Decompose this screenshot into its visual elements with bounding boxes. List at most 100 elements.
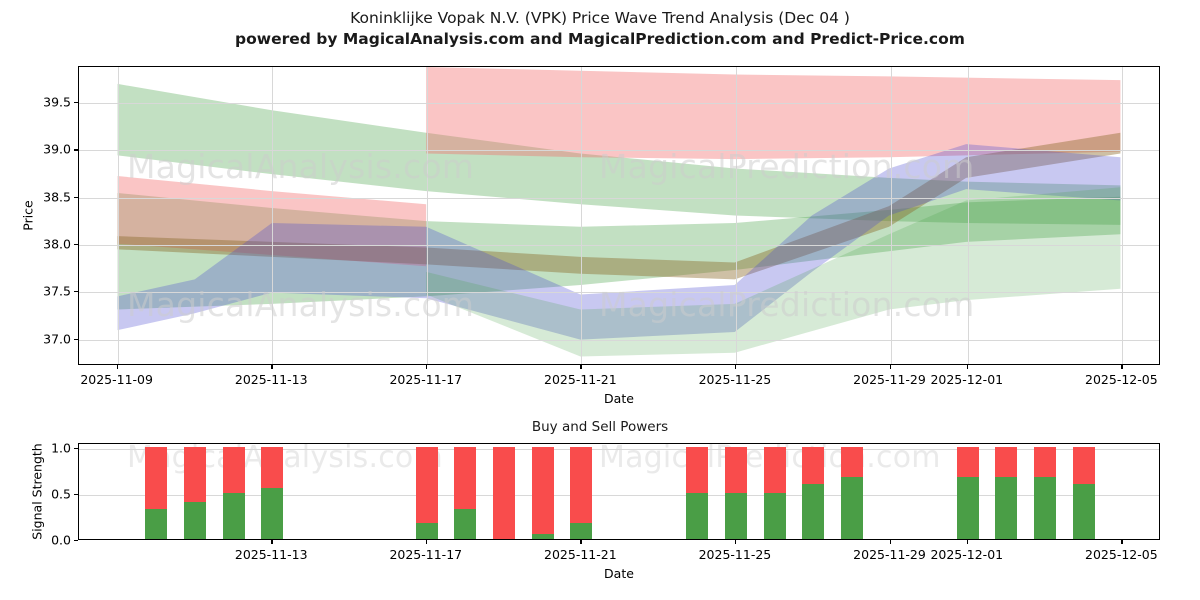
sell-power-segment bbox=[1034, 446, 1057, 478]
powers-x-tick-mark bbox=[1121, 540, 1123, 544]
price-y-tick-mark bbox=[74, 101, 78, 104]
price-y-tick-label: 37.5 bbox=[43, 283, 71, 299]
powers-x-tick-mark bbox=[271, 540, 273, 544]
sell-power-segment bbox=[763, 446, 786, 493]
power-bar[interactable] bbox=[1072, 446, 1095, 539]
power-bar[interactable] bbox=[531, 446, 554, 539]
band-green-wave-upper-band bbox=[117, 83, 1121, 225]
power-bar[interactable] bbox=[686, 446, 709, 539]
gridline-horizontal bbox=[79, 292, 1159, 294]
band-green-lower-cone bbox=[426, 187, 1121, 357]
buy-power-segment bbox=[531, 534, 554, 539]
gridline-vertical bbox=[117, 67, 119, 364]
price-y-tick-mark bbox=[74, 291, 78, 293]
sell-power-segment bbox=[145, 446, 168, 509]
powers-x-tick-mark bbox=[966, 540, 969, 544]
price-y-axis-label: Price bbox=[20, 199, 36, 231]
price-y-tick-label: 39.5 bbox=[43, 94, 71, 110]
price-chart-plot-area: MagicalAnalysis.com MagicalPrediction.com… bbox=[78, 66, 1160, 365]
powers-x-tick-label: 2025-12-05 bbox=[1085, 547, 1158, 562]
gridline-horizontal bbox=[79, 102, 1159, 104]
buy-power-segment bbox=[956, 477, 979, 539]
power-bar[interactable] bbox=[995, 446, 1018, 539]
buy-power-segment bbox=[1034, 477, 1057, 539]
power-bar[interactable] bbox=[570, 446, 593, 539]
price-x-tick-label: 2025-11-29 bbox=[853, 372, 926, 387]
gridline-horizontal bbox=[79, 244, 1159, 246]
buy-power-segment bbox=[802, 483, 825, 539]
price-x-tick-label: 2025-11-25 bbox=[698, 372, 772, 387]
power-bar[interactable] bbox=[415, 446, 438, 539]
sell-power-segment bbox=[531, 446, 554, 535]
price-y-tick-label: 37.0 bbox=[43, 331, 71, 346]
price-x-tick-mark bbox=[425, 365, 428, 369]
buy-power-segment bbox=[454, 508, 477, 539]
price-x-tick-label: 2025-12-01 bbox=[930, 372, 1004, 387]
powers-x-tick-label: 2025-11-29 bbox=[853, 547, 926, 562]
band-brown-overlap-band bbox=[117, 132, 1121, 280]
sell-power-segment bbox=[724, 446, 747, 493]
price-y-tick-label: 38.5 bbox=[43, 189, 71, 205]
powers-x-tick-label: 2025-11-17 bbox=[389, 547, 463, 562]
powers-y-tick-label: 0.5 bbox=[51, 486, 71, 502]
price-x-tick-label: 2025-11-21 bbox=[544, 372, 617, 387]
price-x-tick-label: 2025-12-05 bbox=[1085, 372, 1158, 387]
power-bar[interactable] bbox=[454, 446, 477, 539]
buy-power-segment bbox=[415, 523, 438, 539]
powers-y-tick-mark bbox=[74, 540, 78, 542]
price-x-tick-label: 2025-11-17 bbox=[389, 372, 463, 387]
powers-x-tick-label: 2025-11-13 bbox=[234, 547, 308, 562]
gridline-horizontal bbox=[79, 494, 1159, 496]
sell-power-segment bbox=[454, 446, 477, 509]
sell-power-segment bbox=[493, 446, 516, 539]
buy-power-segment bbox=[995, 477, 1018, 539]
buy-power-segment bbox=[183, 502, 206, 539]
power-bar[interactable] bbox=[261, 446, 284, 539]
power-bar[interactable] bbox=[1034, 446, 1057, 539]
buy-power-segment bbox=[724, 492, 747, 539]
sell-power-segment bbox=[1072, 446, 1095, 484]
power-bar[interactable] bbox=[145, 446, 168, 539]
power-bar[interactable] bbox=[956, 446, 979, 539]
price-x-axis-label: Date bbox=[604, 391, 634, 406]
power-bar[interactable] bbox=[183, 446, 206, 539]
price-x-tick-mark bbox=[580, 365, 582, 369]
powers-x-tick-mark bbox=[425, 540, 428, 544]
powers-y-tick-label: 0.0 bbox=[51, 532, 71, 548]
band-blue-wave-band bbox=[117, 144, 1121, 340]
powers-x-tick-mark bbox=[734, 540, 737, 544]
title-line-2: powered by MagicalAnalysis.com and Magic… bbox=[235, 30, 965, 48]
powers-y-tick-label: 1.0 bbox=[51, 440, 71, 456]
power-bar[interactable] bbox=[222, 446, 245, 539]
sell-power-segment bbox=[222, 446, 245, 493]
sell-power-segment bbox=[415, 446, 438, 524]
buy-power-segment bbox=[840, 477, 863, 539]
price-x-tick-mark bbox=[966, 365, 969, 369]
sell-power-segment bbox=[840, 446, 863, 478]
power-bar[interactable] bbox=[840, 446, 863, 539]
price-y-tick-label: 39.0 bbox=[43, 141, 71, 157]
price-x-tick-mark bbox=[271, 365, 273, 369]
price-x-tick-label: 2025-11-09 bbox=[80, 372, 153, 387]
power-bar[interactable] bbox=[493, 446, 516, 539]
gridline-vertical bbox=[581, 67, 583, 364]
price-y-tick-mark bbox=[74, 149, 78, 151]
power-bar[interactable] bbox=[724, 446, 747, 539]
powers-y-tick-mark bbox=[74, 447, 78, 449]
power-bar[interactable] bbox=[763, 446, 786, 539]
powers-x-tick-mark bbox=[889, 540, 891, 544]
gridline-vertical bbox=[272, 67, 274, 364]
powers-x-axis-label: Date bbox=[604, 566, 634, 581]
powers-chart-title: Buy and Sell Powers bbox=[531, 419, 669, 435]
powers-x-tick-label: 2025-12-01 bbox=[930, 547, 1004, 562]
power-bar[interactable] bbox=[802, 446, 825, 539]
powers-y-tick-mark bbox=[74, 493, 78, 496]
sell-power-segment bbox=[261, 446, 284, 489]
gridline-horizontal bbox=[79, 150, 1159, 152]
sell-power-segment bbox=[570, 446, 593, 524]
band-green-wave-mid-band bbox=[117, 192, 1121, 310]
page-title: Koninklijke Vopak N.V. (VPK) Price Wave … bbox=[0, 8, 1200, 50]
price-y-tick-mark bbox=[74, 243, 78, 246]
